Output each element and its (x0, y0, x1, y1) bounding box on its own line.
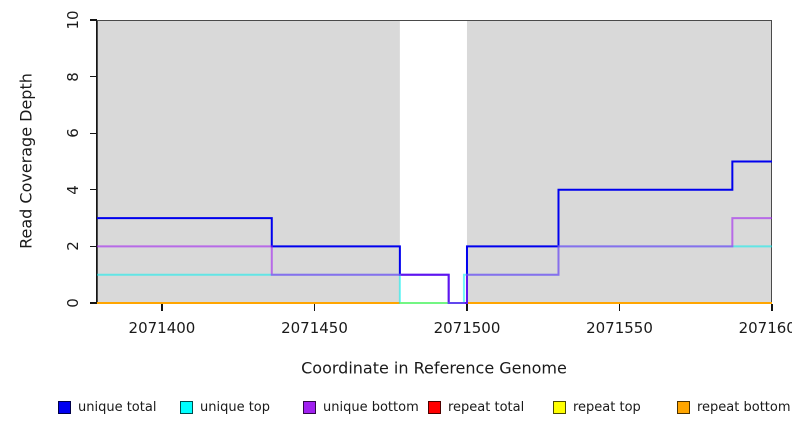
y-axis-title: Read Coverage Depth (16, 73, 36, 249)
plot-area (97, 20, 772, 304)
unique-total-swatch-icon (58, 401, 71, 414)
unique-bottom-swatch-icon (303, 401, 316, 414)
x-tick-label: 2071550 (586, 319, 653, 337)
legend-label: unique top (200, 400, 271, 415)
repeat-top-swatch-icon (553, 401, 566, 414)
legend-item-unique-total: unique total (58, 400, 156, 415)
x-tick-label: 2071400 (128, 319, 196, 337)
legend-label: repeat bottom (697, 400, 791, 415)
repeat-region-shading (466, 20, 772, 304)
legend-label: unique total (78, 400, 157, 415)
y-tick-mark (90, 189, 97, 191)
x-tick-mark (466, 304, 468, 311)
repeat-total-swatch-icon (428, 401, 441, 414)
y-tick-label: 0 (64, 298, 82, 308)
series-line-unique-bottom (97, 217, 772, 304)
x-tick-label: 2071500 (433, 319, 501, 337)
y-tick-label: 8 (64, 71, 82, 82)
y-tick-label: 10 (64, 10, 82, 30)
y-tick-label: 6 (64, 128, 82, 138)
x-tick-mark (771, 304, 773, 311)
x-tick-mark (618, 304, 621, 311)
legend-item-repeat-bottom: repeat bottom (677, 400, 791, 415)
legend-label: unique bottom (323, 400, 419, 415)
y-axis-line (96, 20, 98, 304)
x-tick-mark (313, 304, 316, 311)
legend-label: repeat total (448, 400, 525, 415)
repeat-bottom-swatch-icon (677, 401, 690, 414)
y-tick-mark (90, 75, 97, 78)
unique-top-swatch-icon (180, 401, 193, 414)
y-tick-label: 4 (64, 185, 82, 195)
x-tick-mark (161, 304, 163, 311)
y-tick-label: 2 (64, 241, 82, 252)
legend-item-repeat-total: repeat total (428, 400, 524, 415)
legend-item-repeat-top: repeat top (553, 400, 641, 415)
x-axis-title: Coordinate in Reference Genome (301, 358, 567, 378)
y-tick-mark (90, 302, 97, 304)
y-tick-mark (90, 245, 97, 248)
legend-item-unique-bottom: unique bottom (303, 400, 419, 415)
y-tick-mark (90, 19, 97, 21)
legend-item-unique-top: unique top (180, 400, 270, 415)
x-tick-label: 2071450 (281, 319, 348, 337)
y-tick-mark (90, 132, 97, 134)
legend-label: repeat top (573, 400, 641, 415)
repeat-region-shading (97, 20, 400, 304)
